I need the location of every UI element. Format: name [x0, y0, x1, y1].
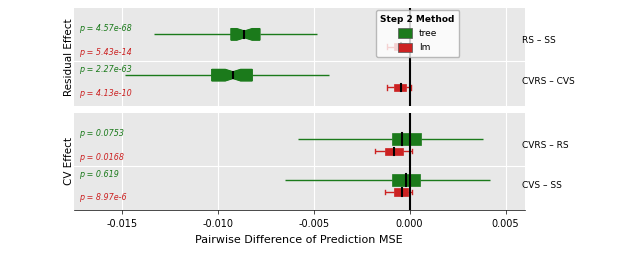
- Text: CVS – SS: CVS – SS: [522, 181, 563, 190]
- Bar: [394, 43, 406, 50]
- Text: RS – SS: RS – SS: [522, 36, 556, 45]
- Text: CVRS – CVS: CVRS – CVS: [522, 77, 575, 86]
- Bar: [394, 84, 406, 91]
- Bar: [385, 148, 403, 155]
- Text: p = 0.0168: p = 0.0168: [79, 153, 124, 161]
- Bar: [392, 133, 421, 145]
- Y-axis label: CV Effect: CV Effect: [65, 138, 74, 185]
- Bar: [394, 188, 408, 196]
- Text: p = 2.27e-63: p = 2.27e-63: [79, 65, 132, 74]
- Text: p = 8.97e-6: p = 8.97e-6: [79, 193, 127, 202]
- Polygon shape: [231, 29, 260, 40]
- Text: p = 5.43e-14: p = 5.43e-14: [79, 48, 132, 57]
- Text: p = 0.619: p = 0.619: [79, 170, 119, 179]
- Legend: tree, lm: tree, lm: [376, 11, 460, 57]
- Text: p = 4.13e-10: p = 4.13e-10: [79, 89, 132, 98]
- Polygon shape: [212, 69, 252, 81]
- Text: p = 0.0753: p = 0.0753: [79, 129, 124, 138]
- Bar: [392, 174, 420, 185]
- X-axis label: Pairwise Difference of Prediction MSE: Pairwise Difference of Prediction MSE: [195, 235, 403, 245]
- Y-axis label: Residual Effect: Residual Effect: [65, 18, 74, 96]
- Text: p = 4.57e-68: p = 4.57e-68: [79, 24, 132, 33]
- Text: CVRS – RS: CVRS – RS: [522, 141, 569, 150]
